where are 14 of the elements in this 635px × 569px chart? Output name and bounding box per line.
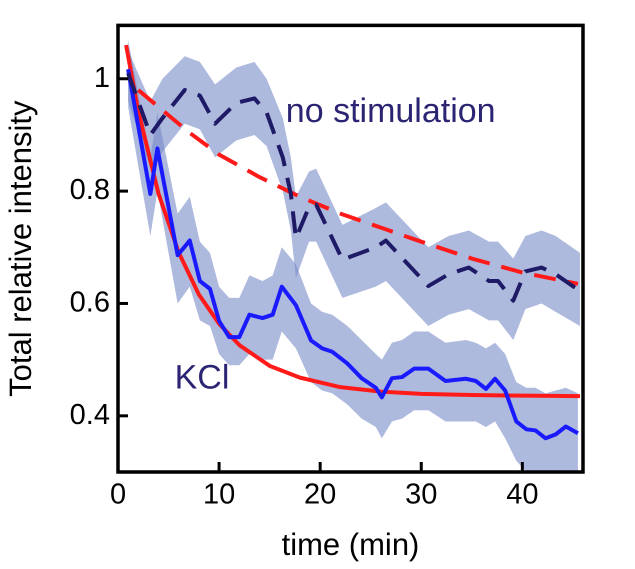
- x-tick-label: 40: [506, 478, 538, 510]
- y-tick-label: 1: [94, 62, 110, 94]
- x-tick-label: 0: [110, 478, 126, 510]
- y-axis-title: Total relative intensity: [3, 100, 38, 397]
- x-tick-label: 10: [202, 478, 236, 510]
- series-label: no stimulation: [286, 92, 496, 130]
- y-tick-label: 0.4: [70, 398, 110, 431]
- x-axis-title: time (min): [282, 526, 420, 562]
- x-tick-label: 20: [304, 478, 336, 510]
- series-label: KCl: [174, 358, 230, 397]
- line-series: [136, 88, 580, 286]
- y-tick-label: 0.6: [70, 286, 110, 318]
- x-tick-label: 30: [405, 478, 438, 510]
- y-tick-label: 0.8: [70, 174, 110, 206]
